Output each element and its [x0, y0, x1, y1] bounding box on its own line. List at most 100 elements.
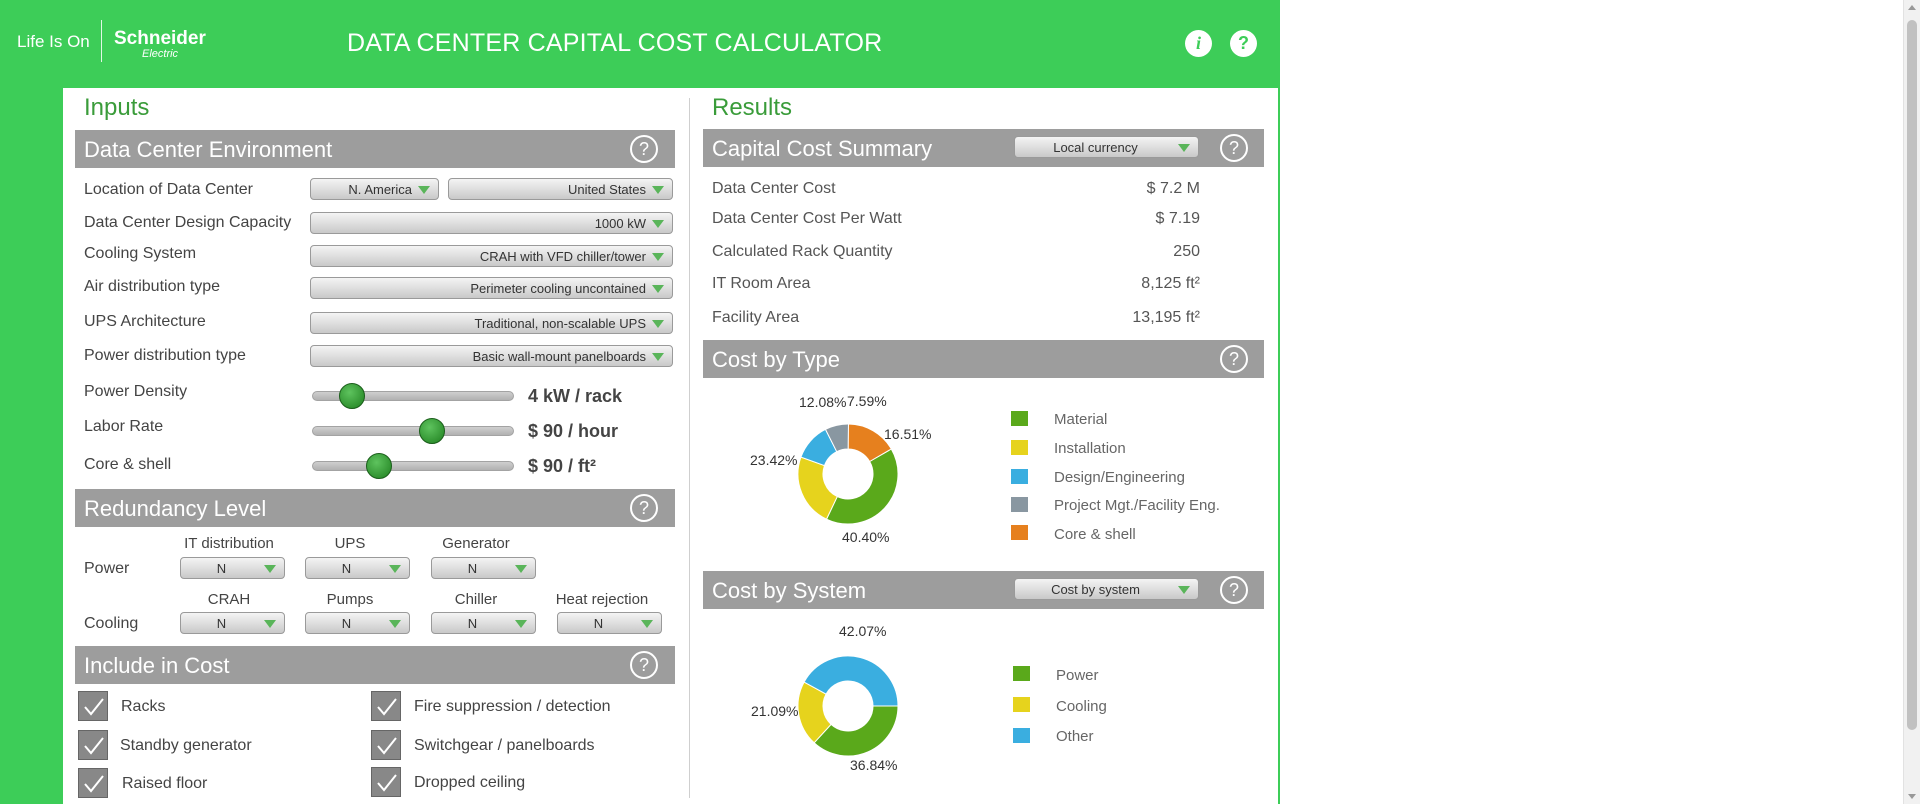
cost-by-type-help-icon[interactable]: ?: [1220, 345, 1248, 373]
power-density-slider[interactable]: [312, 383, 514, 409]
cost-by-system-select-value: Cost by system: [1051, 582, 1140, 597]
chevron-down-icon: [641, 620, 653, 628]
it-room-area-value: 8,125 ft²: [1141, 275, 1200, 292]
dropped-ceiling-label: Dropped ceiling: [414, 774, 526, 791]
air-distribution-select[interactable]: Perimeter cooling uncontained: [310, 277, 673, 299]
chevron-down-icon: [264, 620, 276, 628]
rack-quantity-value: 250: [1173, 243, 1200, 260]
capacity-select[interactable]: 1000 kW: [310, 212, 673, 234]
generator-header: Generator: [442, 535, 510, 552]
checkmark-icon: [377, 774, 397, 792]
it-distribution-select[interactable]: N: [180, 557, 285, 579]
header: Life Is On Schneider Electric DATA CENTE…: [0, 0, 1280, 88]
checkmark-icon: [84, 698, 104, 716]
include-help-icon[interactable]: ?: [630, 651, 658, 679]
scroll-down-icon[interactable]: [1908, 794, 1916, 799]
country-select-value: United States: [567, 182, 646, 197]
redundancy-help-icon[interactable]: ?: [630, 494, 658, 522]
labor-rate-value: $ 90 / hour: [528, 421, 619, 441]
checkmark-icon: [84, 775, 104, 793]
labor-rate-slider-thumb[interactable]: [418, 418, 445, 444]
switchgear-label: Switchgear / panelboards: [414, 737, 595, 754]
legend-swatch-project-mgt: [1011, 497, 1028, 512]
fire-suppression-label: Fire suppression / detection: [414, 698, 611, 715]
cost-by-system-slice-power: [813, 705, 899, 757]
cost-per-watt-label: Data Center Cost Per Watt: [712, 210, 902, 227]
scroll-up-icon[interactable]: [1908, 5, 1916, 10]
standby-generator-checkbox[interactable]: [78, 730, 108, 760]
page-scrollbar[interactable]: [1903, 0, 1920, 804]
racks-label: Racks: [121, 698, 166, 715]
data-center-cost-value: $ 7.2 M: [1146, 180, 1200, 197]
chevron-down-icon: [515, 620, 527, 628]
logo-brand: Schneider: [114, 28, 206, 49]
environment-help-icon[interactable]: ?: [630, 135, 658, 163]
chevron-down-icon: [652, 186, 664, 194]
summary-help-icon[interactable]: ?: [1220, 134, 1248, 162]
fire-suppression-checkbox[interactable]: [371, 691, 401, 721]
legend-swatch-cooling: [1013, 697, 1030, 712]
ups-redundancy-select-value: N: [341, 561, 352, 576]
currency-select[interactable]: Local currency: [1014, 136, 1199, 158]
chevron-down-icon: [389, 620, 401, 628]
racks-checkbox[interactable]: [78, 691, 108, 721]
labor-rate-slider[interactable]: [312, 418, 514, 444]
standby-generator-label: Standby generator: [120, 737, 252, 754]
legend-label-other: Other: [1056, 728, 1094, 745]
info-icon[interactable]: i: [1185, 30, 1212, 57]
region-select[interactable]: N. America: [310, 178, 439, 200]
crah-select[interactable]: N: [180, 612, 285, 634]
chiller-header: Chiller: [454, 591, 498, 608]
pumps-header: Pumps: [326, 591, 374, 608]
core-shell-label: Core & shell: [84, 456, 172, 473]
redundancy-section-title: Redundancy Level: [84, 496, 267, 521]
rack-quantity-label: Calculated Rack Quantity: [712, 243, 893, 260]
power-row-label: Power: [84, 560, 130, 577]
cost-by-system-select[interactable]: Cost by system: [1014, 578, 1199, 600]
raised-floor-checkbox[interactable]: [78, 768, 108, 798]
cooling-system-select[interactable]: CRAH with VFD chiller/tower: [310, 245, 673, 267]
ups-redundancy-select[interactable]: N: [305, 557, 410, 579]
switchgear-checkbox[interactable]: [371, 730, 401, 760]
air-distribution-select-value: Perimeter cooling uncontained: [470, 281, 646, 296]
chevron-down-icon: [515, 565, 527, 573]
pumps-select[interactable]: N: [305, 612, 410, 634]
capacity-label: Data Center Design Capacity: [84, 214, 292, 231]
chevron-down-icon: [1178, 586, 1190, 594]
core-shell-slider[interactable]: [312, 453, 514, 479]
type-pct-label: 23.42%: [750, 452, 798, 468]
scrollbar-thumb[interactable]: [1907, 20, 1917, 730]
raised-floor-label: Raised floor: [122, 775, 208, 792]
cooling-system-label: Cooling System: [84, 245, 197, 262]
chevron-down-icon: [652, 320, 664, 328]
cooling-system-select-value: CRAH with VFD chiller/tower: [479, 249, 646, 264]
legend-swatch-material: [1011, 411, 1028, 426]
cost-by-system-title: Cost by System: [712, 578, 867, 603]
generator-select-value: N: [467, 561, 478, 576]
heat-rejection-select[interactable]: N: [557, 612, 662, 634]
power-distribution-select[interactable]: Basic wall-mount panelboards: [310, 345, 673, 367]
help-icon[interactable]: ?: [1230, 30, 1257, 57]
chiller-select[interactable]: N: [431, 612, 536, 634]
it-room-area-label: IT Room Area: [712, 275, 811, 292]
cost-by-system-help-icon[interactable]: ?: [1220, 576, 1248, 604]
cooling-row-label: Cooling: [84, 615, 139, 632]
core-shell-slider-thumb[interactable]: [365, 453, 392, 479]
ups-architecture-select[interactable]: Traditional, non-scalable UPS: [310, 312, 673, 334]
logo-divider: [101, 20, 102, 62]
type-pct-label: 12.08%: [799, 394, 847, 410]
chevron-down-icon: [389, 565, 401, 573]
dropped-ceiling-checkbox[interactable]: [371, 767, 401, 797]
cost-by-type-header: Cost by Type ?: [703, 340, 1264, 378]
country-select[interactable]: United States: [448, 178, 673, 200]
power-density-slider-thumb[interactable]: [339, 383, 366, 409]
region-select-value: N. America: [348, 182, 412, 197]
chevron-down-icon: [418, 186, 430, 194]
generator-select[interactable]: N: [431, 557, 536, 579]
page-title: DATA CENTER CAPITAL COST CALCULATOR: [347, 29, 883, 57]
summary-section-header: Capital Cost Summary Local currency ?: [703, 129, 1264, 167]
inputs-title: Inputs: [84, 94, 150, 121]
chevron-down-icon: [1178, 144, 1190, 152]
heat-rejection-select-value: N: [593, 616, 604, 631]
